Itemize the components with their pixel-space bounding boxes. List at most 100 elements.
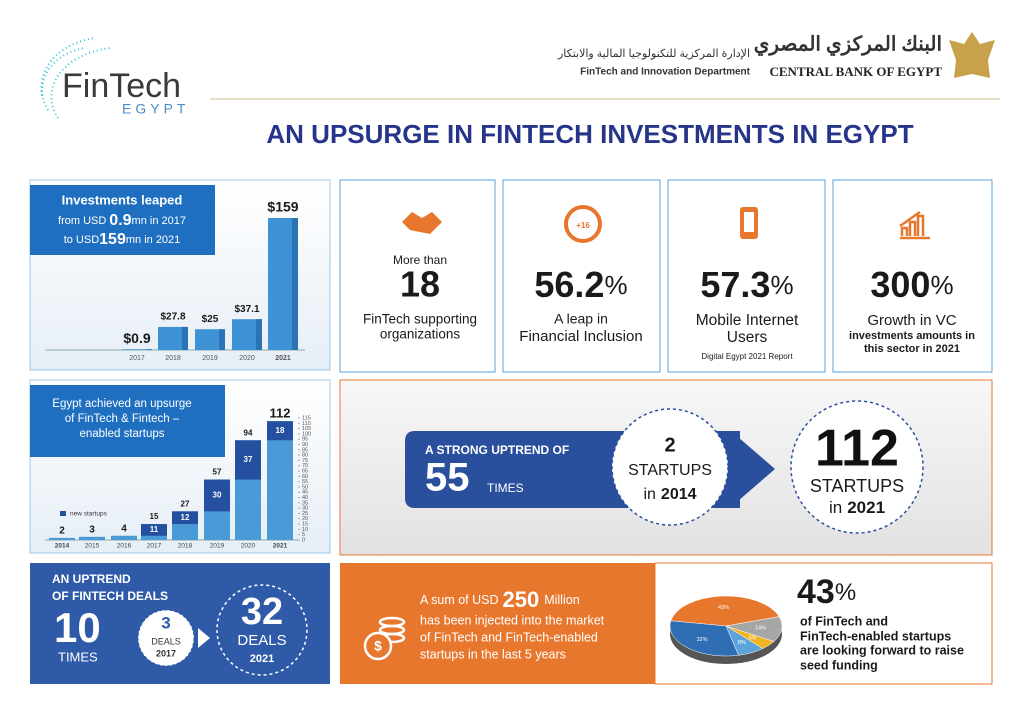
number: 43 xyxy=(797,573,835,611)
uptrend-lead: A STRONG UPTREND OF xyxy=(425,443,569,457)
card-number: 300% xyxy=(870,264,953,305)
y-tick-label: 95 xyxy=(302,437,308,443)
x-tick-label: 2016 xyxy=(117,543,132,550)
bar-side xyxy=(146,349,152,350)
from-year: in 2014 xyxy=(643,486,696,503)
caption: from USD 0.9mn in 2017 xyxy=(58,212,186,229)
emblem xyxy=(949,32,995,78)
arrow-head xyxy=(738,437,775,501)
icon-label: +16 xyxy=(576,221,590,230)
card-text: organizations xyxy=(380,327,461,342)
value-label: $37.1 xyxy=(234,304,259,315)
arrow-head xyxy=(198,628,210,648)
card-number: 18 xyxy=(400,264,440,305)
value-label: 94 xyxy=(244,428,253,437)
segment-label: 18 xyxy=(276,426,285,435)
y-tick-label: 115 xyxy=(302,415,311,421)
card-unit: % xyxy=(604,270,627,300)
y-tick-label: 10 xyxy=(302,527,308,533)
bar xyxy=(49,537,75,540)
uptrend-unit: TIMES xyxy=(487,481,524,495)
text-part: A sum of USD xyxy=(420,593,499,607)
value-label: 4 xyxy=(121,523,127,534)
investments-chart: $0.9 2017 $27.8 2018 $25 2019 $37.1 2020 $159 202… xyxy=(122,199,299,362)
to-label: STARTUPS xyxy=(810,476,904,496)
panel xyxy=(340,563,655,684)
year: 2021 xyxy=(847,498,885,517)
card-pre: More than xyxy=(393,253,447,267)
y-tick-label: 45 xyxy=(302,490,308,496)
caption-box xyxy=(30,185,215,255)
handshake-icon xyxy=(402,212,442,234)
slice-label: 14% xyxy=(755,626,766,632)
x-tick-label: 2021 xyxy=(273,543,288,550)
from-number: 2 xyxy=(664,434,675,456)
circle xyxy=(611,408,729,526)
logo-text: FinTech xyxy=(62,67,181,105)
injection-text: has been injected into the market xyxy=(420,613,605,627)
coin xyxy=(363,631,393,661)
injection-text: of FinTech and FinTech-enabled xyxy=(420,630,598,644)
bar xyxy=(158,326,188,350)
y-tick-label: 75 xyxy=(302,458,308,464)
card-number-part: 57.3 xyxy=(700,264,770,305)
x-tick-label: 2018 xyxy=(165,355,181,362)
bar xyxy=(79,536,105,540)
pie-slice xyxy=(669,620,739,657)
to-label: DEALS xyxy=(237,632,286,649)
card-number-part: 300 xyxy=(870,264,930,305)
value-label: $27.8 xyxy=(160,312,185,323)
segment-label: 30 xyxy=(213,491,222,500)
new-segment xyxy=(172,511,198,525)
to-number: 112 xyxy=(815,420,899,478)
amount: 250 xyxy=(503,587,540,612)
card-text: A leap in xyxy=(554,311,608,327)
value-label: 112 xyxy=(270,406,291,421)
injection-text: A sum of USD 250 Million xyxy=(420,587,580,612)
uptrend-number: 55 xyxy=(425,456,470,500)
caption: Investments leaped xyxy=(62,192,183,207)
slice-label: 43% xyxy=(718,605,729,611)
new-segment xyxy=(235,440,261,480)
logo-sub: EGYPT xyxy=(122,101,189,117)
coins-icon xyxy=(363,616,406,661)
pie-slice xyxy=(670,595,780,627)
new-segment xyxy=(204,479,230,512)
card xyxy=(502,179,661,373)
y-tick-label: 30 xyxy=(302,506,308,512)
caption-part: from USD xyxy=(58,215,106,227)
x-tick-label: 2015 xyxy=(85,543,100,550)
card-unit: % xyxy=(930,270,953,300)
bar xyxy=(267,421,293,540)
bank-arabic: البنك المركزي المصري xyxy=(754,34,942,57)
card-note: Digital Egypt 2021 Report xyxy=(701,352,793,361)
unit: % xyxy=(835,579,856,606)
slice-label: 32% xyxy=(697,637,708,643)
card-number: 56.2% xyxy=(534,264,627,305)
dept-arabic: الإدارة المركزية للتكنولوجيا المالية وال… xyxy=(557,48,750,60)
segment-label: 37 xyxy=(244,455,253,464)
title: AN UPSURGE IN FINTECH INVESTMENTS IN EGY… xyxy=(266,119,913,149)
seed-text: are looking forward to raise xyxy=(800,643,964,657)
x-tick-label: 2017 xyxy=(147,543,162,550)
y-tick-label: 100 xyxy=(302,431,311,437)
x-tick-label: 2021 xyxy=(275,355,291,362)
x-tick-label: 2020 xyxy=(239,355,255,362)
y-tick-label: 15 xyxy=(302,522,308,528)
card-number-part: 56.2 xyxy=(534,264,604,305)
y-tick-label: 0 xyxy=(302,537,305,543)
y-tick-label: 20 xyxy=(302,516,308,522)
to-year: in 2021 xyxy=(829,498,885,517)
bank-name: CENTRAL BANK OF EGYPT xyxy=(769,64,942,79)
x-tick-label: 2017 xyxy=(129,355,145,362)
coin-symbol: $ xyxy=(374,638,382,654)
deals-number: 10 xyxy=(54,604,101,651)
logo-swirl xyxy=(40,47,86,97)
bar-side xyxy=(292,218,298,350)
circle xyxy=(216,584,308,676)
value-label: 3 xyxy=(89,524,95,535)
value-label: $0.9 xyxy=(123,330,150,346)
in: in xyxy=(643,486,655,503)
injection-text: startups in the last 5 years xyxy=(420,647,566,661)
